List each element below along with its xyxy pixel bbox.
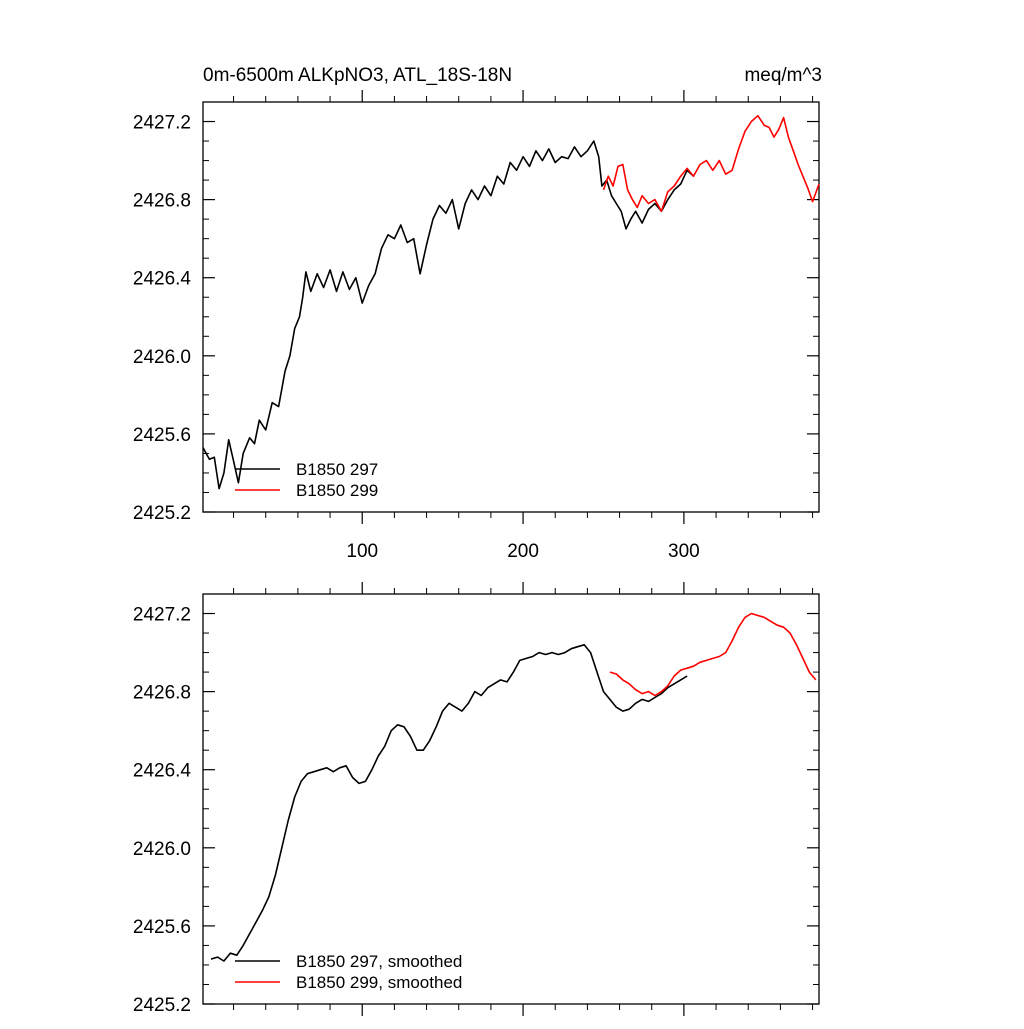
bottom-series-line-0: [210, 644, 688, 962]
bottom-legend: B1850 297, smoothed B1850 299, smoothed: [235, 952, 462, 992]
bottom-y-tick-label: 2426.0: [133, 839, 191, 860]
top-panel: 0m-6500m ALKpNO3, ATL_18S-18N meq/m^3 24…: [133, 65, 822, 562]
top-ticks: [203, 90, 819, 524]
top-panel-title: 0m-6500m ALKpNO3, ATL_18S-18N: [203, 65, 512, 86]
top-legend-label-297: B1850 297: [296, 460, 378, 479]
top-y-tick-label: 2427.2: [133, 113, 191, 134]
top-plot-frame: [202, 101, 820, 513]
bottom-y-tick-label: 2426.4: [133, 761, 192, 782]
top-legend: B1850 297 B1850 299: [235, 460, 378, 500]
bottom-legend-label-297: B1850 297, smoothed: [296, 952, 462, 971]
top-x-tick-labels: 100 200 300: [346, 541, 699, 562]
top-series-lines: [202, 114, 820, 490]
top-y-tick-label: 2425.6: [133, 425, 191, 446]
bottom-series-line-1: [609, 612, 817, 697]
top-y-tick-labels: 2425.2 2425.6 2426.0 2426.4 2426.8 2427.2: [133, 113, 192, 524]
top-x-tick-label: 300: [668, 541, 700, 562]
top-y-tick-label: 2426.4: [133, 269, 192, 290]
bottom-y-tick-labels: 2425.2 2425.6 2426.0 2426.4 2426.8 2427.2: [133, 605, 192, 1016]
bottom-y-tick-label: 2426.8: [133, 683, 191, 704]
top-y-tick-label: 2426.8: [133, 191, 191, 212]
top-x-tick-label: 100: [346, 541, 378, 562]
bottom-y-tick-label: 2425.2: [133, 995, 191, 1016]
bottom-plot-frame: [202, 593, 820, 1005]
bottom-legend-label-299: B1850 299, smoothed: [296, 973, 462, 992]
top-series-line-0: [202, 140, 695, 490]
top-panel-units: meq/m^3: [744, 65, 822, 86]
top-y-tick-label: 2425.2: [133, 503, 191, 524]
bottom-ticks: [203, 582, 819, 1016]
top-x-tick-label: 200: [507, 541, 539, 562]
top-legend-label-299: B1850 299: [296, 481, 378, 500]
top-series-line-1: [602, 114, 820, 213]
top-y-tick-label: 2426.0: [133, 347, 191, 368]
bottom-panel: 2425.2 2425.6 2426.0 2426.4 2426.8 2427.2 B18…: [133, 582, 820, 1016]
bottom-y-tick-label: 2425.6: [133, 917, 191, 938]
bottom-y-tick-label: 2427.2: [133, 605, 191, 626]
bottom-series-lines: [210, 612, 817, 962]
